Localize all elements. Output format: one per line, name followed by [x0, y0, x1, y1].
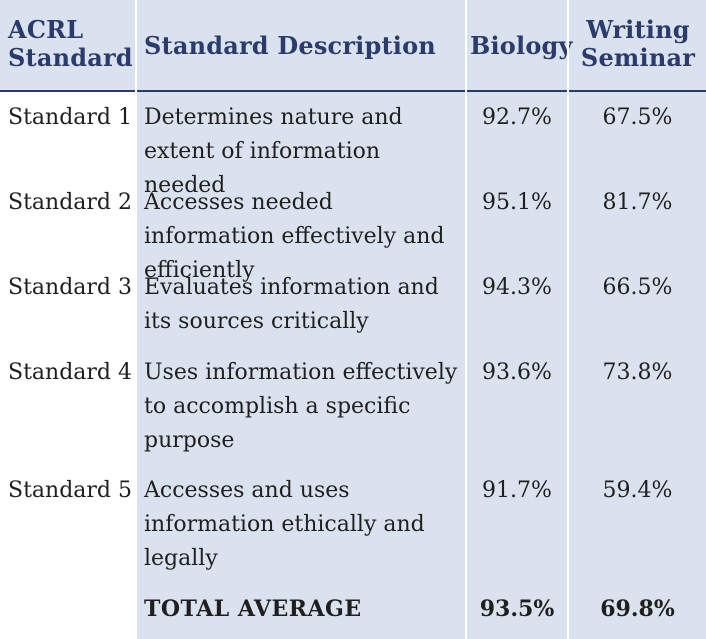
header-writing-seminar: Writing Seminar [580, 15, 696, 72]
header-biology: Biology [470, 31, 573, 60]
column-divider [135, 0, 137, 639]
standard-label: Standard 4 [8, 360, 132, 385]
biology-value: 94.3% [482, 275, 552, 300]
description-column-bg [137, 92, 465, 639]
writing-seminar-value: 81.7% [602, 190, 673, 215]
standard-description: Accesses needed information effectively … [144, 190, 445, 283]
standard-label: Standard 5 [8, 478, 132, 503]
biology-value: 92.7% [482, 105, 552, 130]
column-divider [465, 0, 467, 639]
writing-seminar-column-bg [569, 92, 706, 639]
table-header: ACRL Standard Standard Description Biolo… [0, 0, 706, 92]
standard-label: Standard 1 [8, 105, 132, 130]
column-divider [567, 0, 569, 639]
standard-label: Standard 3 [8, 275, 132, 300]
header-acrl-standard: ACRL Standard [8, 15, 133, 72]
standard-label: Standard 2 [8, 190, 132, 215]
header-standard-description: Standard Description [144, 31, 436, 60]
biology-value: 91.7% [482, 478, 552, 503]
writing-seminar-total: 69.8% [600, 596, 675, 622]
writing-seminar-value: 73.8% [602, 360, 673, 385]
standard-description: Accesses and uses information ethically … [144, 478, 425, 571]
writing-seminar-value: 67.5% [602, 105, 673, 130]
standard-description: Uses information effectively to accompli… [144, 360, 458, 453]
writing-seminar-value: 59.4% [602, 478, 673, 503]
biology-value: 93.6% [482, 360, 552, 385]
standard-description: Evaluates information and its sources cr… [144, 275, 439, 334]
biology-total: 93.5% [479, 596, 555, 622]
writing-seminar-value: 66.5% [602, 275, 673, 300]
standard-description: Determines nature and extent of informat… [144, 105, 403, 198]
biology-value: 95.1% [482, 190, 552, 215]
biology-column-bg [467, 92, 567, 639]
total-label: TOTAL AVERAGE [144, 596, 362, 622]
